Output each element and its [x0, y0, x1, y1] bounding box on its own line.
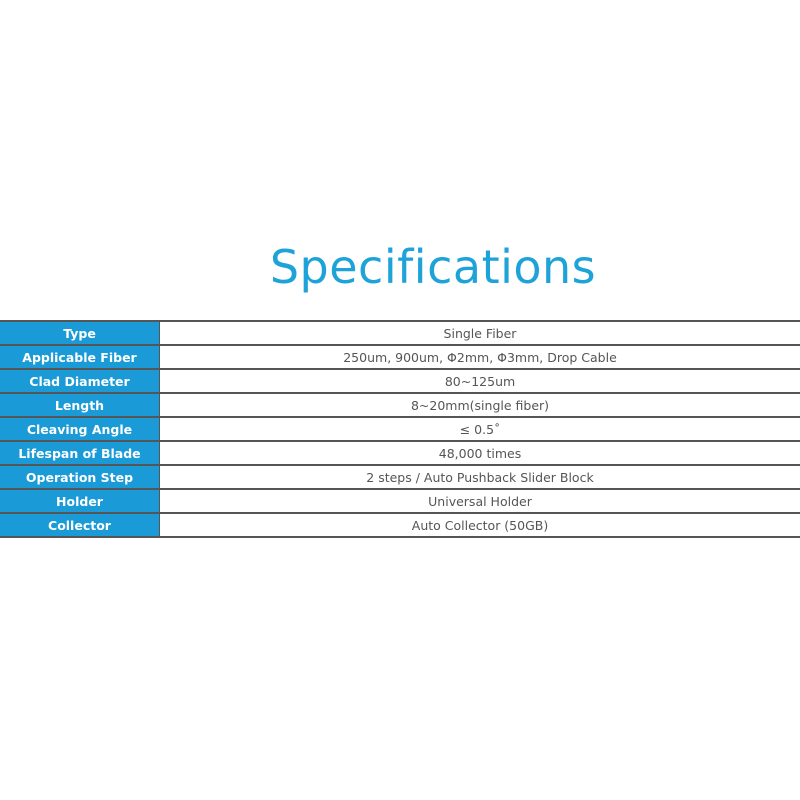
- spec-value: 2 steps / Auto Pushback Slider Block: [159, 465, 800, 490]
- spec-label: Type: [0, 321, 160, 346]
- table-row: Operation Step 2 steps / Auto Pushback Sl…: [0, 465, 800, 490]
- spec-value: Single Fiber: [159, 321, 800, 346]
- spec-label: Length: [0, 393, 160, 418]
- spec-value: Auto Collector (50GB): [159, 513, 800, 538]
- spec-label: Applicable Fiber: [0, 345, 160, 370]
- page-title: Specifications: [269, 240, 597, 294]
- spec-value: 8~20mm(single fiber): [159, 393, 800, 418]
- table-row: Cleaving Angle ≤ 0.5˚: [0, 417, 800, 442]
- spec-value: 80~125um: [159, 369, 800, 394]
- table-row: Applicable Fiber 250um, 900um, Φ2mm, Φ3mm…: [0, 345, 800, 370]
- table-row: Clad Diameter 80~125um: [0, 369, 800, 394]
- spec-label: Operation Step: [0, 465, 160, 490]
- table-row: Lifespan of Blade 48,000 times: [0, 441, 800, 466]
- spec-label: Holder: [0, 489, 160, 514]
- spec-value: 250um, 900um, Φ2mm, Φ3mm, Drop Cable: [159, 345, 800, 370]
- table-row: Type Single Fiber: [0, 321, 800, 346]
- spec-value: 48,000 times: [159, 441, 800, 466]
- specifications-table: Type Single Fiber Applicable Fiber 250um, …: [0, 320, 800, 538]
- spec-value: ≤ 0.5˚: [159, 417, 800, 442]
- spec-label: Clad Diameter: [0, 369, 160, 394]
- spec-label: Collector: [0, 513, 160, 538]
- table-row: Length 8~20mm(single fiber): [0, 393, 800, 418]
- spec-value: Universal Holder: [159, 489, 800, 514]
- spec-label: Lifespan of Blade: [0, 441, 160, 466]
- table-row: Collector Auto Collector (50GB): [0, 513, 800, 538]
- table-row: Holder Universal Holder: [0, 489, 800, 514]
- spec-label: Cleaving Angle: [0, 417, 160, 442]
